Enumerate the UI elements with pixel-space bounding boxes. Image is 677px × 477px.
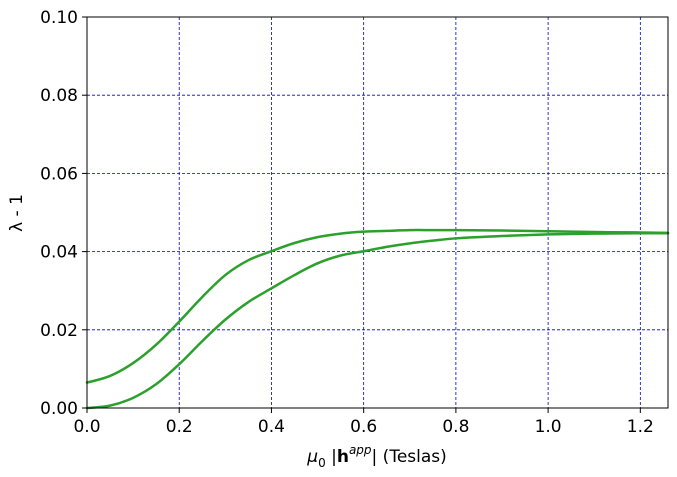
x-axis-label-bar-open: | [326, 447, 337, 467]
y-tick-labels: 0.00 0.02 0.04 0.06 0.08 0.10 [40, 8, 78, 419]
plot-frame [86, 16, 669, 409]
grid-lines [86, 16, 668, 409]
x-tick-label: 0.6 [350, 417, 377, 437]
x-tick-label: 0.4 [258, 417, 285, 437]
y-tick-label: 0.02 [40, 321, 78, 341]
axis-ticks [82, 16, 641, 413]
y-tick-label: 0.10 [40, 8, 78, 28]
x-axis-label-mu: μ [306, 447, 318, 467]
y-tick-label: 0.06 [40, 164, 78, 184]
x-tick-labels: 0.0 0.2 0.4 0.6 0.8 1.0 1.2 [73, 417, 653, 437]
y-tick-label: 0.04 [40, 243, 78, 263]
x-tick-label: 0.8 [442, 417, 469, 437]
x-tick-label: 0.2 [166, 417, 193, 437]
y-axis-label: λ - 1 [7, 194, 27, 232]
x-axis-label-superscript: app [349, 443, 372, 457]
x-tick-label: 0.0 [73, 417, 100, 437]
series-lines [85, 228, 670, 410]
x-axis-label: μ0 |happ| (Teslas) [306, 443, 447, 470]
x-axis-label-units: (Teslas) [377, 447, 446, 467]
x-axis-label-h: h [337, 447, 349, 467]
series-line-1 [85, 228, 670, 384]
series-line-2 [85, 231, 670, 410]
x-tick-label: 1.0 [535, 417, 562, 437]
x-tick-label: 1.2 [627, 417, 654, 437]
x-axis-label-bar-close: | [372, 447, 378, 467]
y-tick-label: 0.08 [40, 86, 78, 106]
x-axis-label-subscript: 0 [318, 456, 326, 470]
y-tick-label: 0.00 [40, 399, 78, 419]
